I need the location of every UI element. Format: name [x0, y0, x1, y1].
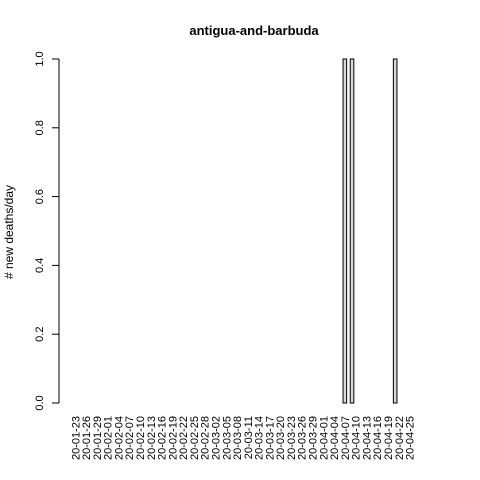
- x-tick-label: 20-04-16: [372, 416, 384, 460]
- x-tick-label: 20-04-07: [340, 416, 352, 460]
- x-tick-label: 20-04-13: [361, 416, 373, 460]
- x-tick-label: 20-04-22: [394, 416, 406, 460]
- x-tick-label: 20-03-08: [232, 416, 244, 460]
- x-tick-label: 20-04-19: [383, 416, 395, 460]
- x-tick-label: 20-01-26: [81, 416, 93, 460]
- y-axis: 0.0 0.2 0.4 0.6 0.8 1.0: [34, 51, 60, 411]
- x-tick-label: 20-02-22: [178, 416, 190, 460]
- y-tick-label: 0.2: [34, 327, 46, 342]
- x-tick-label: 20-03-23: [286, 416, 298, 460]
- x-tick-label: 20-03-26: [297, 416, 309, 460]
- x-tick-label: 20-03-11: [243, 416, 255, 459]
- x-tick-label: 20-02-07: [124, 416, 136, 460]
- x-tick-label: 20-03-29: [308, 416, 320, 460]
- x-tick-label: 20-03-20: [275, 416, 287, 460]
- x-tick-label: 20-02-16: [157, 416, 169, 460]
- y-tick-label: 0.4: [34, 258, 46, 273]
- bar: [392, 58, 398, 404]
- x-tick-label: 20-04-10: [351, 416, 363, 460]
- x-tick-label: 20-03-17: [264, 416, 276, 460]
- x-tick-label: 20-02-04: [113, 416, 125, 460]
- x-tick-label: 20-02-01: [103, 416, 115, 460]
- y-tick-label: 0.6: [34, 189, 46, 204]
- bar: [342, 58, 348, 404]
- y-axis-label: # new deaths/day: [2, 185, 16, 279]
- y-tick-label: 0.8: [34, 120, 46, 135]
- x-tick-label: 20-02-19: [167, 416, 179, 460]
- bar: [349, 58, 355, 404]
- x-tick-label: 20-04-01: [318, 416, 330, 460]
- x-tick-label: 20-04-25: [405, 416, 417, 460]
- x-tick-label: 20-03-05: [221, 416, 233, 460]
- x-tick-label: 20-02-28: [200, 416, 212, 460]
- chart-title: antigua-and-barbuda: [189, 23, 319, 38]
- x-axis: 20-01-2320-01-2620-01-2920-02-0120-02-04…: [70, 416, 416, 460]
- x-tick-label: 20-02-13: [146, 416, 158, 460]
- x-tick-label: 20-02-10: [135, 416, 147, 460]
- bars-group: [342, 58, 398, 404]
- x-tick-label: 20-03-02: [210, 416, 222, 460]
- x-tick-label: 20-02-25: [189, 416, 201, 460]
- x-tick-label: 20-04-04: [329, 416, 341, 460]
- x-tick-label: 20-03-14: [254, 416, 266, 460]
- y-tick-label: 1.0: [34, 51, 46, 66]
- x-tick-label: 20-01-29: [92, 416, 104, 460]
- x-tick-label: 20-01-23: [70, 416, 82, 460]
- y-tick-label: 0.0: [34, 395, 46, 410]
